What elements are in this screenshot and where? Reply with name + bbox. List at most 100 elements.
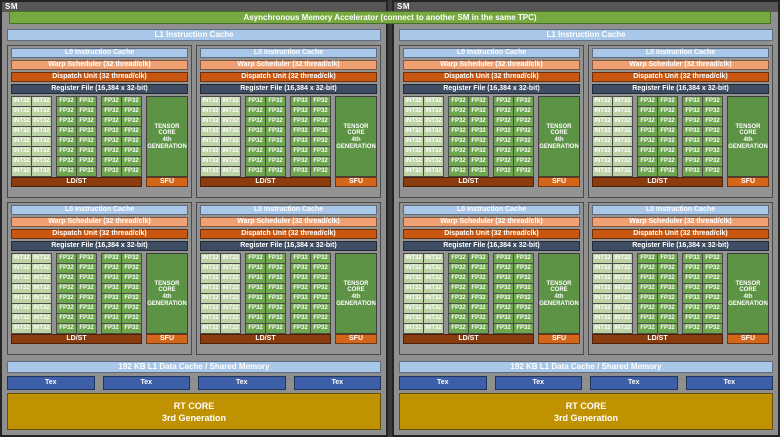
tensor-core-label-line1: TENSOR CORE [735, 280, 761, 293]
dispatch-unit: Dispatch Unit (32 thread/clk) [592, 72, 769, 82]
fp32-core: FP32 [311, 284, 330, 293]
fp32-core: FP32 [469, 157, 488, 166]
fp32-core: FP32 [102, 107, 121, 116]
tensor-core: TENSOR CORE 4th GENERATION [538, 96, 580, 177]
fp32-core: FP32 [469, 294, 488, 303]
fp32-core: FP32 [683, 167, 702, 176]
fp32-core: FP32 [57, 167, 76, 176]
int32-core: INT32 [201, 274, 220, 283]
int32-column-group: INT32 INT32 INT32 INT32 INT32 INT32 INT32 INT32… [403, 96, 444, 177]
int32-core: INT32 [613, 254, 632, 263]
fp32-core: FP32 [703, 284, 722, 293]
fp32-core: FP32 [658, 304, 677, 313]
tensor-core-label-line1: TENSOR CORE [343, 280, 369, 293]
tensor-core: TENSOR CORE 4th GENERATION [335, 96, 377, 177]
fp32-core: FP32 [449, 97, 468, 106]
fp32-core: FP32 [266, 117, 285, 126]
fp32-core: FP32 [514, 314, 533, 323]
fp32-core: FP32 [638, 254, 657, 263]
int32-core: INT32 [32, 157, 51, 166]
fp32-core: FP32 [469, 304, 488, 313]
fp32-core: FP32 [266, 107, 285, 116]
tex-unit: Tex [7, 376, 95, 390]
fp32-core: FP32 [703, 314, 722, 323]
fp32-core: FP32 [311, 314, 330, 323]
fp32-core: FP32 [703, 294, 722, 303]
int32-core: INT32 [201, 127, 220, 136]
fp32-core: FP32 [77, 157, 96, 166]
ldst-unit: LD/ST [11, 177, 142, 187]
fp32-core: FP32 [102, 284, 121, 293]
fp32-core: FP32 [514, 167, 533, 176]
rt-core-generation: 3rd Generation [161, 412, 226, 423]
int32-core: INT32 [593, 254, 612, 263]
fp32-core: FP32 [449, 274, 468, 283]
fp32-core: FP32 [311, 97, 330, 106]
int32-core: INT32 [32, 117, 51, 126]
fp32-core: FP32 [494, 127, 513, 136]
int32-core: INT32 [221, 127, 240, 136]
fp32-core: FP32 [658, 284, 677, 293]
fp32-core: FP32 [266, 254, 285, 263]
fp32-core: FP32 [449, 284, 468, 293]
dispatch-unit: Dispatch Unit (32 thread/clk) [403, 72, 580, 82]
fp32-core: FP32 [57, 147, 76, 156]
fp32-core: FP32 [494, 304, 513, 313]
int32-core: INT32 [12, 264, 31, 273]
int32-core: INT32 [593, 284, 612, 293]
fp32-core: FP32 [683, 157, 702, 166]
fp32-core: FP32 [266, 324, 285, 333]
fp32-core: FP32 [638, 137, 657, 146]
l0-instruction-cache: L0 Instruction Cache [403, 205, 580, 215]
fp32-core: FP32 [494, 147, 513, 156]
fp32-core: FP32 [266, 264, 285, 273]
processing-block: L0 Instruction Cache Warp Scheduler (32 … [399, 45, 584, 198]
int32-core: INT32 [12, 117, 31, 126]
fp32-core: FP32 [122, 274, 141, 283]
fp32-core: FP32 [77, 304, 96, 313]
fp32-core: FP32 [77, 254, 96, 263]
tensor-core-label-line2: 4th [554, 293, 564, 300]
fp32-core: FP32 [246, 117, 265, 126]
int32-core: INT32 [12, 254, 31, 263]
fp32-core: FP32 [658, 157, 677, 166]
fp32-core: FP32 [469, 264, 488, 273]
dispatch-unit: Dispatch Unit (32 thread/clk) [11, 229, 188, 239]
fp32-core: FP32 [266, 147, 285, 156]
fp32-core: FP32 [57, 157, 76, 166]
tensor-core: TENSOR CORE 4th GENERATION [146, 253, 188, 334]
int32-core: INT32 [32, 254, 51, 263]
int32-core: INT32 [221, 137, 240, 146]
register-file: Register File (16,384 x 32-bit) [200, 84, 377, 94]
fp32-core: FP32 [449, 127, 468, 136]
load-store-row: LD/ST SFU [403, 334, 580, 352]
tensor-core-label-line3: GENERATION [336, 300, 376, 307]
fp32-core: FP32 [311, 117, 330, 126]
fp32-core: FP32 [291, 304, 310, 313]
int32-core: INT32 [613, 107, 632, 116]
fp32-core: FP32 [266, 167, 285, 176]
fp32-core: FP32 [102, 254, 121, 263]
fp32-column-group: FP32 FP32 FP32 FP32 FP32 FP32 FP32 FP32 FP32 FP32… [637, 96, 678, 177]
fp32-core: FP32 [683, 117, 702, 126]
fp32-core: FP32 [638, 324, 657, 333]
fp32-core: FP32 [246, 127, 265, 136]
int32-core: INT32 [613, 137, 632, 146]
fp32-core: FP32 [57, 314, 76, 323]
register-file: Register File (16,384 x 32-bit) [592, 84, 769, 94]
int32-core: INT32 [404, 127, 423, 136]
int32-core: INT32 [221, 294, 240, 303]
fp32-core: FP32 [246, 314, 265, 323]
fp32-core: FP32 [683, 274, 702, 283]
fp32-core: FP32 [291, 137, 310, 146]
int32-core: INT32 [221, 324, 240, 333]
fp32-core: FP32 [658, 107, 677, 116]
int32-core: INT32 [221, 117, 240, 126]
l0-instruction-cache: L0 Instruction Cache [403, 48, 580, 58]
int32-core: INT32 [404, 264, 423, 273]
fp32-core: FP32 [469, 167, 488, 176]
l0-instruction-cache: L0 Instruction Cache [200, 205, 377, 215]
int32-core: INT32 [32, 167, 51, 176]
fp32-core: FP32 [469, 324, 488, 333]
int32-core: INT32 [593, 294, 612, 303]
